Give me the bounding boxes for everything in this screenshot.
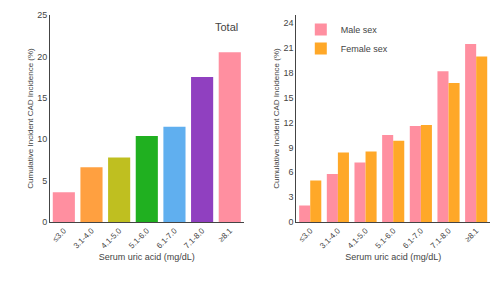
svg-text:5.1-6.0: 5.1-6.0 <box>373 226 397 250</box>
svg-text:25: 25 <box>37 10 47 20</box>
svg-text:7.1-8.0: 7.1-8.0 <box>429 226 453 250</box>
svg-text:Cumulative Incident CAD Incide: Cumulative Incident CAD Incidence (%) <box>272 48 281 189</box>
svg-text:Male sex: Male sex <box>341 25 378 35</box>
svg-text:0: 0 <box>289 217 294 227</box>
svg-text:6.1-7.0: 6.1-7.0 <box>401 226 425 250</box>
svg-text:≤3.0: ≤3.0 <box>51 226 69 244</box>
svg-text:10: 10 <box>37 134 47 144</box>
svg-text:18: 18 <box>284 68 294 78</box>
svg-text:6: 6 <box>289 167 294 177</box>
svg-text:24: 24 <box>284 18 294 28</box>
svg-text:≥8.1: ≥8.1 <box>217 226 235 244</box>
svg-text:≥8.1: ≥8.1 <box>463 226 481 244</box>
svg-text:3.1-4.0: 3.1-4.0 <box>72 226 96 250</box>
svg-text:5: 5 <box>42 176 47 186</box>
svg-text:Serum uric acid (mg/dL): Serum uric acid (mg/dL) <box>345 252 441 262</box>
svg-text:12: 12 <box>284 118 294 128</box>
svg-text:4.1-5.0: 4.1-5.0 <box>346 226 370 250</box>
svg-text:9: 9 <box>289 143 294 153</box>
svg-text:Total: Total <box>215 21 238 33</box>
svg-text:Serum uric acid (mg/dL): Serum uric acid (mg/dL) <box>99 252 195 262</box>
svg-text:6.1-7.0: 6.1-7.0 <box>155 226 179 250</box>
svg-text:5.1-6.0: 5.1-6.0 <box>127 226 151 250</box>
svg-text:4.1-5.0: 4.1-5.0 <box>99 226 123 250</box>
svg-text:3.1-4.0: 3.1-4.0 <box>318 226 342 250</box>
svg-text:21: 21 <box>284 43 294 53</box>
svg-text:20: 20 <box>37 52 47 62</box>
svg-text:0: 0 <box>42 217 47 227</box>
svg-text:Cumulative Incident CAD Incide: Cumulative Incident CAD Incidence (%) <box>26 48 35 189</box>
svg-text:15: 15 <box>284 93 294 103</box>
svg-text:15: 15 <box>37 93 47 103</box>
svg-text:3: 3 <box>289 192 294 202</box>
svg-text:7.1-8.0: 7.1-8.0 <box>182 226 206 250</box>
svg-text:Female sex: Female sex <box>341 44 388 54</box>
svg-text:≤3.0: ≤3.0 <box>297 226 315 244</box>
